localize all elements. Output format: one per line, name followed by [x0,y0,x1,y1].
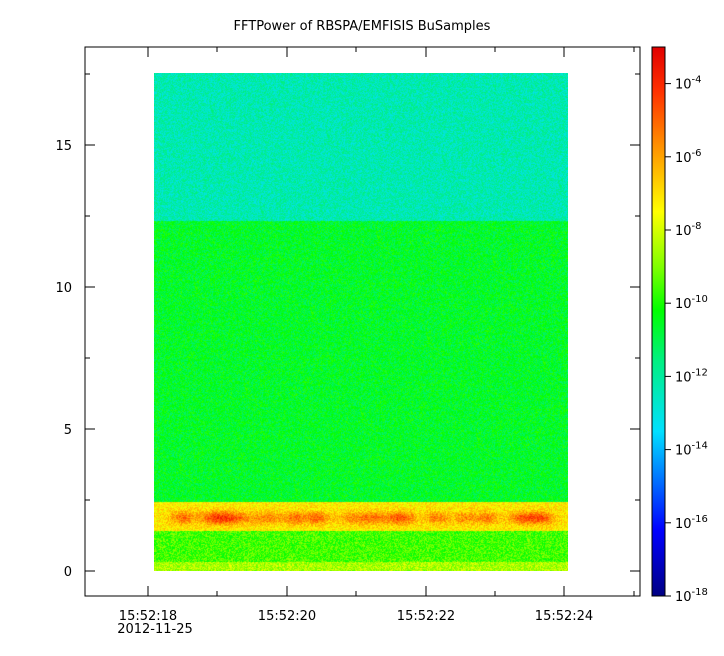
y-tick-label-5: 5 [64,423,72,438]
colorbar-tick-label-5: 10-14 [675,441,708,459]
colorbar [651,46,666,597]
x-tick-15-52-20: 15:52:20 [258,47,316,624]
colorbar-tick-label-1: 10-6 [675,148,702,166]
x-tick-15-52-18: 15:52:18 [119,47,177,624]
x-tick-15-52-22: 15:52:22 [397,47,455,624]
colorbar-ticks: 10-4 10-6 10-8 10-10 10-12 10-14 10-16 10-18 [665,75,708,605]
x-tick-label-15-52-22: 15:52:22 [397,609,455,624]
colorbar-tick-label-6: 10-16 [675,514,708,532]
colorbar-tick-label-0: 10-4 [675,75,702,93]
colorbar-tick-label-7: 10-18 [675,587,708,605]
spectrogram-image [154,73,568,571]
colorbar-tick-label-3: 10-10 [675,294,708,312]
y-tick-10: 10 [55,281,640,296]
x-minor-ticks [216,47,635,596]
y-tick-label-15: 15 [55,139,72,154]
x-tick-label-15-52-18: 15:52:18 [119,609,177,624]
y-tick-label-0: 0 [64,565,72,580]
x-tick-15-52-24: 15:52:24 [535,47,593,624]
colorbar-tick-label-4: 10-12 [675,367,708,385]
x-tick-label-15-52-20: 15:52:20 [258,609,316,624]
y-tick-0: 0 [64,565,640,580]
y-tick-5: 5 [64,423,640,438]
y-minor-ticks [85,73,640,501]
colorbar-tick-label-2: 10-8 [675,221,702,239]
y-tick-label-10: 10 [55,281,72,296]
x-tick-label-15-52-24: 15:52:24 [535,609,593,624]
chart-title: FFTPower of RBSPA/EMFISIS BuSamples [234,19,491,34]
y-tick-15: 15 [55,139,640,154]
x-date-label: 2012-11-25 [117,622,193,637]
